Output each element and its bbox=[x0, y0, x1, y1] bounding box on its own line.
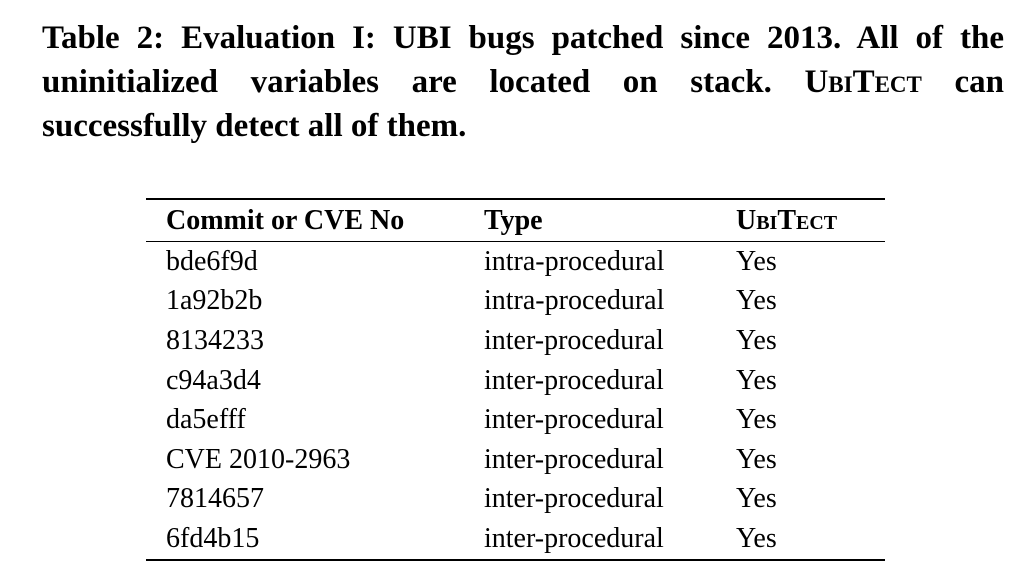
header-commit: Commit or CVE No bbox=[166, 204, 405, 236]
cell-detected: Yes bbox=[736, 522, 777, 554]
cell-detected: Yes bbox=[736, 285, 777, 317]
table-row: bde6f9d intra-procedural Yes bbox=[146, 242, 885, 282]
cell-type: inter-procedural bbox=[484, 522, 664, 554]
caption-text-after: can successfully detect all of them. bbox=[42, 64, 1004, 144]
results-table-container: Commit or CVE No Type UbiTect bde6f9d in… bbox=[146, 198, 885, 561]
cell-type: inter-procedural bbox=[484, 443, 664, 475]
caption-tool-name: UbiTect bbox=[804, 64, 922, 100]
cell-commit: c94a3d4 bbox=[166, 364, 261, 396]
cell-detected: Yes bbox=[736, 404, 777, 436]
table-row: c94a3d4 inter-procedural Yes bbox=[146, 361, 885, 401]
cell-commit: bde6f9d bbox=[166, 245, 258, 277]
table-row: CVE 2010-2963 inter-procedural Yes bbox=[146, 440, 885, 480]
cell-detected: Yes bbox=[736, 364, 777, 396]
cell-commit: 6fd4b15 bbox=[166, 522, 260, 554]
cell-type: inter-procedural bbox=[484, 324, 664, 356]
cell-detected: Yes bbox=[736, 483, 777, 515]
header-ubitect: UbiTect bbox=[736, 204, 838, 236]
cell-detected: Yes bbox=[736, 245, 777, 277]
cell-type: intra-procedural bbox=[484, 245, 665, 277]
cell-commit: 7814657 bbox=[166, 483, 264, 515]
cell-detected: Yes bbox=[736, 443, 777, 475]
table-row: 6fd4b15 inter-procedural Yes bbox=[146, 519, 885, 560]
cell-commit: 1a92b2b bbox=[166, 285, 263, 317]
cell-type: intra-procedural bbox=[484, 285, 665, 317]
caption-text-before: Table 2: Evaluation I: UBI bugs patched … bbox=[42, 20, 1004, 100]
table-row: 1a92b2b intra-procedural Yes bbox=[146, 282, 885, 322]
table-row: da5efff inter-procedural Yes bbox=[146, 400, 885, 440]
table-row: 7814657 inter-procedural Yes bbox=[146, 480, 885, 520]
cell-commit: da5efff bbox=[166, 404, 246, 436]
cell-detected: Yes bbox=[736, 324, 777, 356]
table-row: 8134233 inter-procedural Yes bbox=[146, 321, 885, 361]
cell-type: inter-procedural bbox=[484, 404, 664, 436]
cell-commit: CVE 2010-2963 bbox=[166, 443, 351, 475]
cell-type: inter-procedural bbox=[484, 483, 664, 515]
cell-commit: 8134233 bbox=[166, 324, 264, 356]
cell-type: inter-procedural bbox=[484, 364, 664, 396]
table-header-row: Commit or CVE No Type UbiTect bbox=[146, 199, 885, 242]
results-table: Commit or CVE No Type UbiTect bde6f9d in… bbox=[146, 198, 885, 561]
table-caption: Table 2: Evaluation I: UBI bugs patched … bbox=[42, 16, 1004, 148]
header-type: Type bbox=[484, 204, 543, 236]
